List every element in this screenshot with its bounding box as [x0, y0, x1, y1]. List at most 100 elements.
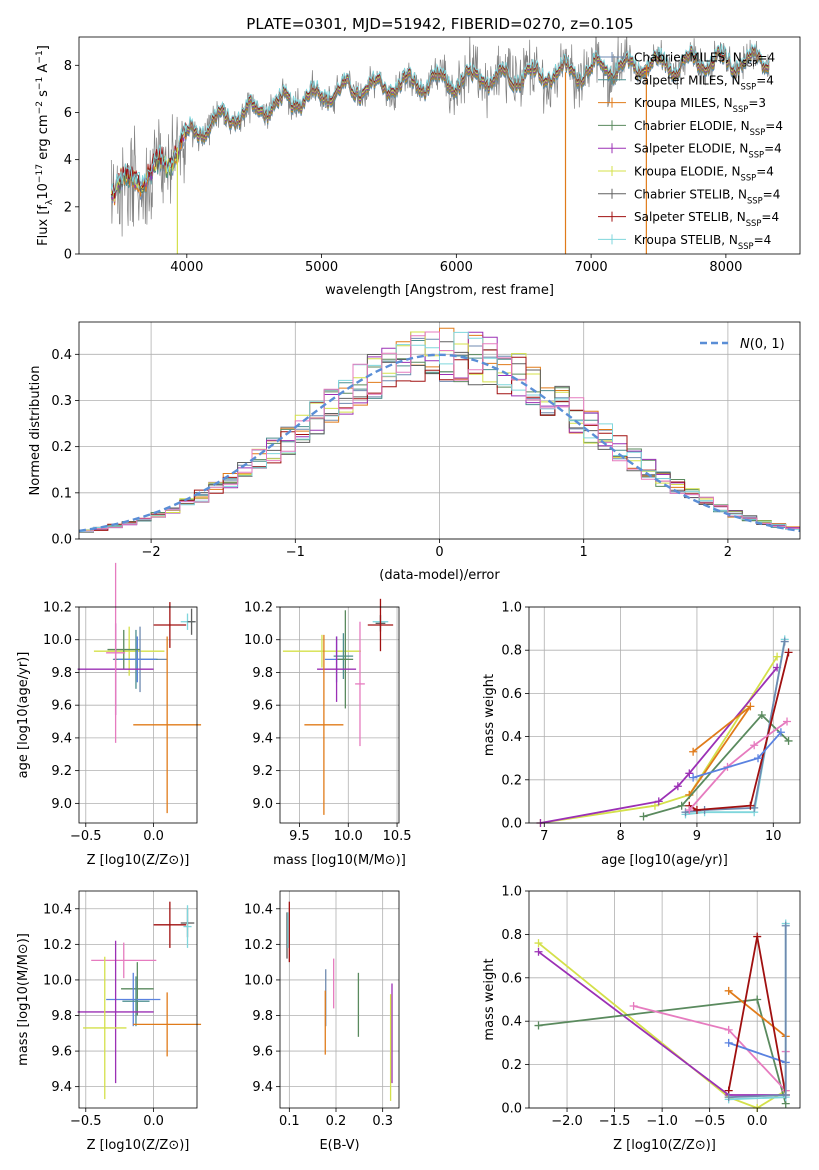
data-marker	[783, 717, 792, 726]
y-tick-label: 0.4	[501, 730, 522, 745]
residual-histogram	[79, 349, 800, 533]
data-point	[304, 634, 344, 815]
data-marker	[753, 932, 762, 941]
legend-item: Chabrier MILES, NSSP=4	[598, 51, 775, 69]
legend-label: Salpeter ELODIE, NSSP=4	[634, 142, 782, 160]
data-point	[91, 942, 157, 979]
data-marker	[750, 741, 759, 750]
x-axis-label: age [log10(age/yr)]	[601, 853, 728, 868]
y-tick-label: 9.8	[51, 666, 72, 681]
data-marker	[650, 801, 659, 810]
data-marker	[724, 1038, 733, 1047]
x-tick-label: 0.0	[143, 829, 164, 844]
data-point	[133, 636, 202, 814]
legend-item: Kroupa STELIB, NSSP=4	[598, 233, 771, 251]
x-tick-label: 0.0	[143, 1114, 164, 1129]
legend-item: Chabrier STELIB, NSSP=4	[598, 187, 780, 205]
axes-frame	[78, 36, 801, 255]
y-axis-label: age [log10(age/yr)]	[16, 652, 31, 779]
y-tick-label: 1.0	[501, 885, 522, 900]
y-tick-label: 2	[64, 200, 72, 215]
x-tick-label: 10.0	[334, 829, 363, 844]
y-tick-label: 0.1	[51, 486, 72, 501]
x-tick-label: −0.5	[70, 1114, 102, 1129]
series-polyline	[540, 656, 778, 824]
x-axis-label: Z [log10(Z/Z⊙)]	[613, 1138, 716, 1153]
legend-label: Chabrier ELODIE, NSSP=4	[634, 119, 783, 137]
series-polyline	[537, 942, 787, 1109]
panel-weight_vs_Z: −2.0 −1.5 −1.0 −0.5 0.0 0.0 0.2 0.4 0.6 0.8 1.0 Z […	[482, 885, 801, 1153]
data-marker	[724, 1025, 733, 1034]
y-tick-label: 8	[64, 59, 72, 74]
data-marker	[780, 637, 789, 646]
data-marker	[776, 728, 785, 737]
x-tick-label: 6000	[440, 260, 473, 275]
data-point	[337, 610, 354, 709]
x-tick-label: 5000	[305, 260, 338, 275]
x-tick-label: −1.0	[646, 1114, 678, 1129]
legend-item: Kroupa MILES, NSSP=3	[598, 96, 766, 114]
y-tick-label: 0.8	[501, 928, 522, 943]
y-tick-label: 9.4	[51, 731, 72, 746]
series-line	[689, 728, 785, 782]
data-point	[118, 636, 157, 683]
y-tick-label: 4	[64, 153, 72, 168]
series-line	[685, 717, 792, 815]
x-tick-label: 10.5	[383, 829, 412, 844]
data-point	[106, 562, 126, 743]
data-marker	[781, 1090, 790, 1099]
x-tick-label: 0	[435, 545, 443, 560]
x-tick-label: −0.5	[694, 1114, 726, 1129]
y-tick-label: 9.8	[51, 1009, 72, 1024]
legend-label: Salpeter MILES, NSSP=4	[634, 73, 774, 91]
legend: Chabrier MILES, NSSP=4 Salpeter MILES, NS…	[598, 51, 783, 251]
x-axis-label: mass [log10(M/M⊙)]	[273, 853, 406, 868]
panel-weight_vs_age: 7 8 9 10 0.0 0.2 0.4 0.6 0.8 1.0 age [log10(age/yr…	[482, 601, 801, 868]
y-tick-label: 9.8	[252, 666, 273, 681]
axes-frame	[279, 606, 400, 824]
y-tick-label: 0.6	[501, 971, 522, 986]
x-tick-label: 4000	[170, 260, 203, 275]
series-polyline	[688, 652, 790, 811]
series-line	[724, 921, 790, 1102]
axes-frame	[528, 890, 801, 1109]
y-tick-label: 10.0	[244, 973, 273, 988]
x-tick-label: 0.0	[747, 1114, 768, 1129]
y-tick-label: 0.3	[51, 394, 72, 409]
data-point	[282, 634, 361, 668]
data-point	[107, 629, 141, 670]
y-tick-label: 0.0	[51, 533, 72, 548]
data-marker	[685, 769, 694, 778]
x-tick-label: 2	[724, 545, 732, 560]
x-tick-label: −1.5	[599, 1114, 631, 1129]
data-marker	[746, 702, 755, 711]
data-marker	[677, 801, 686, 810]
data-marker	[534, 947, 543, 956]
y-tick-label: 9.2	[51, 764, 72, 779]
data-point	[83, 956, 127, 1100]
data-marker	[534, 1021, 543, 1030]
legend-item: Salpeter MILES, NSSP=4	[598, 73, 774, 91]
residual-histogram	[79, 331, 800, 532]
y-tick-label: 10.0	[43, 633, 72, 648]
data-point	[77, 940, 154, 1084]
y-tick-label: 0.0	[501, 1102, 522, 1117]
y-tick-label: 9.0	[51, 797, 72, 812]
data-marker	[757, 711, 766, 719]
data-point	[153, 901, 187, 948]
legend-item: Kroupa ELODIE, NSSP=4	[598, 165, 774, 183]
data-marker	[773, 652, 782, 661]
y-tick-label: 0.0	[501, 817, 522, 832]
x-tick-label: 9.5	[289, 829, 310, 844]
x-tick-label: −1	[286, 545, 305, 560]
y-tick-label: 10.2	[43, 938, 72, 953]
panel-residuals: −2 −1 0 1 2 0.0 0.1 0.2 0.3 0.4 (data-model)/error…	[28, 321, 801, 583]
y-axis-label: Flux [fλ10−17 erg cm−2 s−1 A−1]	[35, 45, 55, 246]
y-tick-label: 10.2	[244, 601, 273, 616]
series-line	[534, 995, 790, 1108]
series-line	[639, 711, 793, 821]
legend-label: Salpeter STELIB, NSSP=4	[634, 210, 779, 228]
data-point	[183, 905, 192, 948]
axes-frame	[528, 606, 801, 824]
legend-label: N(0, 1)	[740, 337, 785, 352]
